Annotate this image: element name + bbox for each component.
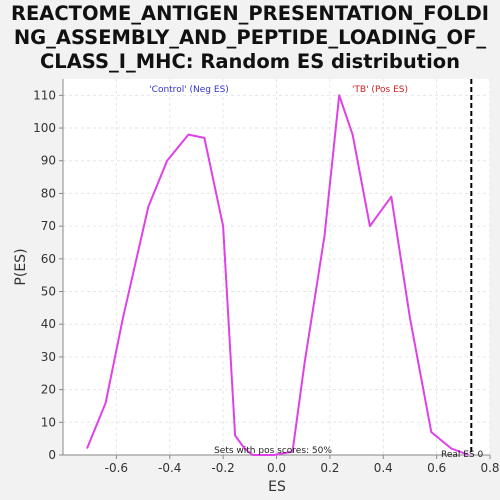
grid-lines [63, 79, 491, 456]
x-axis-title: ES [268, 479, 286, 495]
x-tick-label: 0.8 [480, 461, 499, 475]
y-tick-label: 20 [41, 383, 56, 397]
y-tick-label: 10 [41, 415, 56, 429]
y-tick-label: 60 [41, 252, 56, 266]
pos-scores-label: Sets with pos scores: 50% [214, 446, 332, 456]
neg-es-label: 'Control' (Neg ES) [149, 85, 229, 95]
chart-title-line-2: NG_ASSEMBLY_AND_PEPTIDE_LOADING_OF_ [13, 26, 487, 49]
chart-title-line-3: CLASS_I_MHC: Random ES distribution [39, 50, 461, 73]
y-tick-label: 40 [41, 317, 56, 331]
y-axis-ticks: 0 10 20 30 40 50 60 70 80 90 100 110 [33, 88, 63, 462]
x-tick-label: 0.2 [320, 461, 339, 475]
x-tick-label: -0.2 [211, 461, 234, 475]
pos-es-label: 'TB' (Pos ES) [352, 85, 408, 95]
chart-title-line-1: REACTOME_ANTIGEN_PRESENTATION_FOLDI [10, 2, 490, 25]
y-tick-label: 70 [41, 219, 56, 233]
series-line-random-es [86, 94, 469, 456]
x-tick-label: -0.6 [105, 461, 128, 475]
x-tick-label: 0.0 [267, 461, 286, 475]
x-axis-ticks: -0.6 -0.4 -0.2 0.0 0.2 0.4 0.6 0.8 [105, 455, 500, 475]
y-tick-label: 80 [41, 186, 56, 200]
y-tick-label: 110 [33, 88, 56, 102]
chart-title: REACTOME_ANTIGEN_PRESENTATION_FOLDI NG_A… [0, 2, 500, 74]
y-tick-label: 100 [33, 121, 56, 135]
y-tick-label: 30 [41, 350, 56, 364]
x-tick-label: 0.6 [427, 461, 446, 475]
x-tick-label: 0.4 [374, 461, 393, 475]
y-tick-label: 90 [41, 154, 56, 168]
real-es-label: Real ES 0 [441, 450, 484, 460]
y-tick-label: 0 [48, 448, 56, 462]
y-tick-label: 50 [41, 285, 56, 299]
x-tick-label: -0.4 [158, 461, 181, 475]
y-axis-title: P(ES) [13, 248, 29, 285]
